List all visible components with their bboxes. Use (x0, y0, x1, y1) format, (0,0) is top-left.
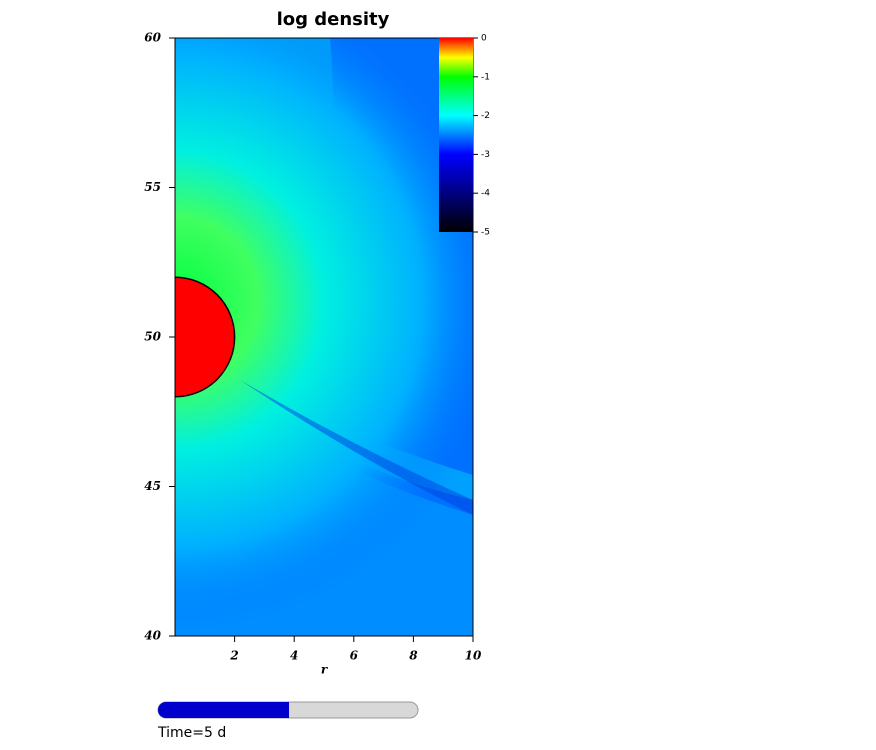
x-tick-label: 4 (290, 649, 298, 663)
x-tick-label: 10 (465, 649, 482, 663)
y-tick-label: 50 (144, 330, 161, 344)
colorbar-tick-label: -4 (481, 189, 490, 199)
x-tick-label: 2 (229, 649, 238, 663)
colorbar-tick-label: -2 (481, 111, 490, 121)
colorbar-tick-label: -3 (481, 150, 490, 160)
chart-title: log density (277, 9, 390, 30)
y-tick-label: 40 (144, 629, 161, 643)
colorbar-tick-label: -5 (481, 228, 490, 238)
y-tick-label: 45 (144, 479, 161, 493)
y-tick-label: 55 (144, 180, 161, 194)
x-tick-label: 6 (350, 649, 359, 663)
y-tick-label: 60 (144, 31, 161, 45)
colorbar (439, 38, 473, 232)
x-tick-label: 8 (409, 649, 418, 663)
x-axis-label: r (321, 663, 329, 677)
axis-mask (0, 36, 175, 638)
colorbar-tick-label: 0 (481, 34, 487, 44)
density-field (175, 38, 473, 636)
colorbar-tick-label: -1 (481, 72, 490, 82)
time-slider: Time=5 d (157, 701, 419, 741)
time-label: Time=5 d (157, 725, 226, 741)
